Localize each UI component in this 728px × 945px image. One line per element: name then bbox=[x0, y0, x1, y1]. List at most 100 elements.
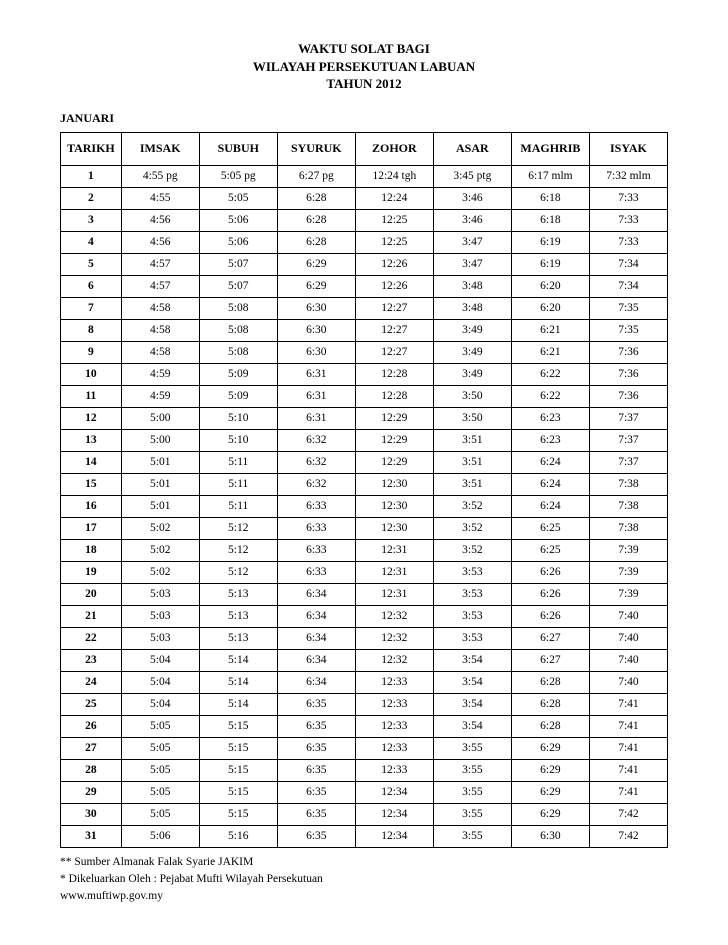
cell-time: 12:29 bbox=[355, 407, 433, 429]
cell-time: 4:59 bbox=[121, 363, 199, 385]
cell-time: 5:12 bbox=[199, 561, 277, 583]
cell-tarikh: 19 bbox=[61, 561, 122, 583]
cell-tarikh: 15 bbox=[61, 473, 122, 495]
table-row: 155:015:116:3212:303:516:247:38 bbox=[61, 473, 668, 495]
cell-time: 6:28 bbox=[277, 187, 355, 209]
cell-time: 6:23 bbox=[511, 429, 589, 451]
cell-time: 6:26 bbox=[511, 605, 589, 627]
cell-time: 7:32 mlm bbox=[589, 165, 667, 187]
cell-time: 12:29 bbox=[355, 429, 433, 451]
cell-time: 12:27 bbox=[355, 319, 433, 341]
cell-time: 5:14 bbox=[199, 649, 277, 671]
table-row: 235:045:146:3412:323:546:277:40 bbox=[61, 649, 668, 671]
cell-time: 6:21 bbox=[511, 341, 589, 363]
table-row: 135:005:106:3212:293:516:237:37 bbox=[61, 429, 668, 451]
cell-time: 6:24 bbox=[511, 451, 589, 473]
cell-time: 5:04 bbox=[121, 649, 199, 671]
cell-tarikh: 7 bbox=[61, 297, 122, 319]
cell-time: 5:13 bbox=[199, 605, 277, 627]
cell-time: 7:38 bbox=[589, 517, 667, 539]
table-row: 305:055:156:3512:343:556:297:42 bbox=[61, 803, 668, 825]
cell-time: 5:02 bbox=[121, 539, 199, 561]
table-header-row: TARIKH IMSAK SUBUH SYURUK ZOHOR ASAR MAG… bbox=[61, 132, 668, 165]
cell-time: 12:28 bbox=[355, 385, 433, 407]
table-row: 285:055:156:3512:333:556:297:41 bbox=[61, 759, 668, 781]
cell-time: 5:15 bbox=[199, 759, 277, 781]
cell-time: 3:51 bbox=[433, 451, 511, 473]
table-row: 245:045:146:3412:333:546:287:40 bbox=[61, 671, 668, 693]
cell-time: 7:33 bbox=[589, 231, 667, 253]
cell-tarikh: 2 bbox=[61, 187, 122, 209]
cell-time: 5:14 bbox=[199, 671, 277, 693]
cell-time: 5:00 bbox=[121, 407, 199, 429]
cell-time: 3:51 bbox=[433, 429, 511, 451]
cell-time: 3:53 bbox=[433, 627, 511, 649]
cell-time: 3:50 bbox=[433, 385, 511, 407]
cell-time: 3:55 bbox=[433, 737, 511, 759]
cell-time: 4:56 bbox=[121, 209, 199, 231]
col-header-subuh: SUBUH bbox=[199, 132, 277, 165]
cell-time: 4:55 pg bbox=[121, 165, 199, 187]
table-row: 54:575:076:2912:263:476:197:34 bbox=[61, 253, 668, 275]
cell-time: 6:28 bbox=[277, 231, 355, 253]
cell-time: 6:29 bbox=[511, 737, 589, 759]
table-row: 265:055:156:3512:333:546:287:41 bbox=[61, 715, 668, 737]
cell-time: 7:40 bbox=[589, 627, 667, 649]
cell-time: 6:35 bbox=[277, 737, 355, 759]
cell-tarikh: 6 bbox=[61, 275, 122, 297]
cell-time: 5:07 bbox=[199, 275, 277, 297]
cell-time: 3:54 bbox=[433, 649, 511, 671]
cell-time: 5:06 bbox=[121, 825, 199, 847]
cell-time: 5:06 bbox=[199, 231, 277, 253]
cell-time: 5:05 bbox=[199, 187, 277, 209]
title-line-2: WILAYAH PERSEKUTUAN LABUAN bbox=[60, 58, 668, 76]
cell-time: 6:17 mlm bbox=[511, 165, 589, 187]
cell-time: 6:19 bbox=[511, 253, 589, 275]
cell-time: 12:32 bbox=[355, 649, 433, 671]
cell-time: 5:00 bbox=[121, 429, 199, 451]
cell-time: 12:32 bbox=[355, 627, 433, 649]
cell-time: 6:31 bbox=[277, 385, 355, 407]
cell-time: 6:28 bbox=[511, 693, 589, 715]
cell-time: 3:45 ptg bbox=[433, 165, 511, 187]
cell-time: 5:06 bbox=[199, 209, 277, 231]
cell-time: 3:55 bbox=[433, 759, 511, 781]
cell-time: 5:03 bbox=[121, 627, 199, 649]
cell-time: 5:05 pg bbox=[199, 165, 277, 187]
table-row: 74:585:086:3012:273:486:207:35 bbox=[61, 297, 668, 319]
cell-time: 12:34 bbox=[355, 825, 433, 847]
cell-time: 7:39 bbox=[589, 561, 667, 583]
cell-time: 3:53 bbox=[433, 561, 511, 583]
cell-time: 12:29 bbox=[355, 451, 433, 473]
cell-time: 3:49 bbox=[433, 319, 511, 341]
cell-time: 12:26 bbox=[355, 275, 433, 297]
cell-time: 6:35 bbox=[277, 825, 355, 847]
cell-time: 5:05 bbox=[121, 803, 199, 825]
cell-time: 12:34 bbox=[355, 781, 433, 803]
cell-time: 6:30 bbox=[511, 825, 589, 847]
cell-time: 7:37 bbox=[589, 451, 667, 473]
cell-time: 5:15 bbox=[199, 803, 277, 825]
table-row: 225:035:136:3412:323:536:277:40 bbox=[61, 627, 668, 649]
col-header-syuruk: SYURUK bbox=[277, 132, 355, 165]
cell-time: 5:07 bbox=[199, 253, 277, 275]
cell-time: 7:41 bbox=[589, 759, 667, 781]
cell-time: 5:02 bbox=[121, 517, 199, 539]
cell-time: 6:24 bbox=[511, 473, 589, 495]
cell-time: 6:27 bbox=[511, 649, 589, 671]
cell-time: 7:39 bbox=[589, 583, 667, 605]
cell-time: 6:32 bbox=[277, 451, 355, 473]
table-row: 44:565:066:2812:253:476:197:33 bbox=[61, 231, 668, 253]
cell-time: 6:26 bbox=[511, 583, 589, 605]
cell-time: 6:27 pg bbox=[277, 165, 355, 187]
cell-time: 6:33 bbox=[277, 495, 355, 517]
cell-time: 6:35 bbox=[277, 715, 355, 737]
cell-time: 12:32 bbox=[355, 605, 433, 627]
cell-time: 7:38 bbox=[589, 473, 667, 495]
cell-tarikh: 27 bbox=[61, 737, 122, 759]
cell-time: 5:08 bbox=[199, 319, 277, 341]
table-row: 175:025:126:3312:303:526:257:38 bbox=[61, 517, 668, 539]
cell-time: 5:03 bbox=[121, 583, 199, 605]
col-header-asar: ASAR bbox=[433, 132, 511, 165]
cell-time: 6:25 bbox=[511, 517, 589, 539]
